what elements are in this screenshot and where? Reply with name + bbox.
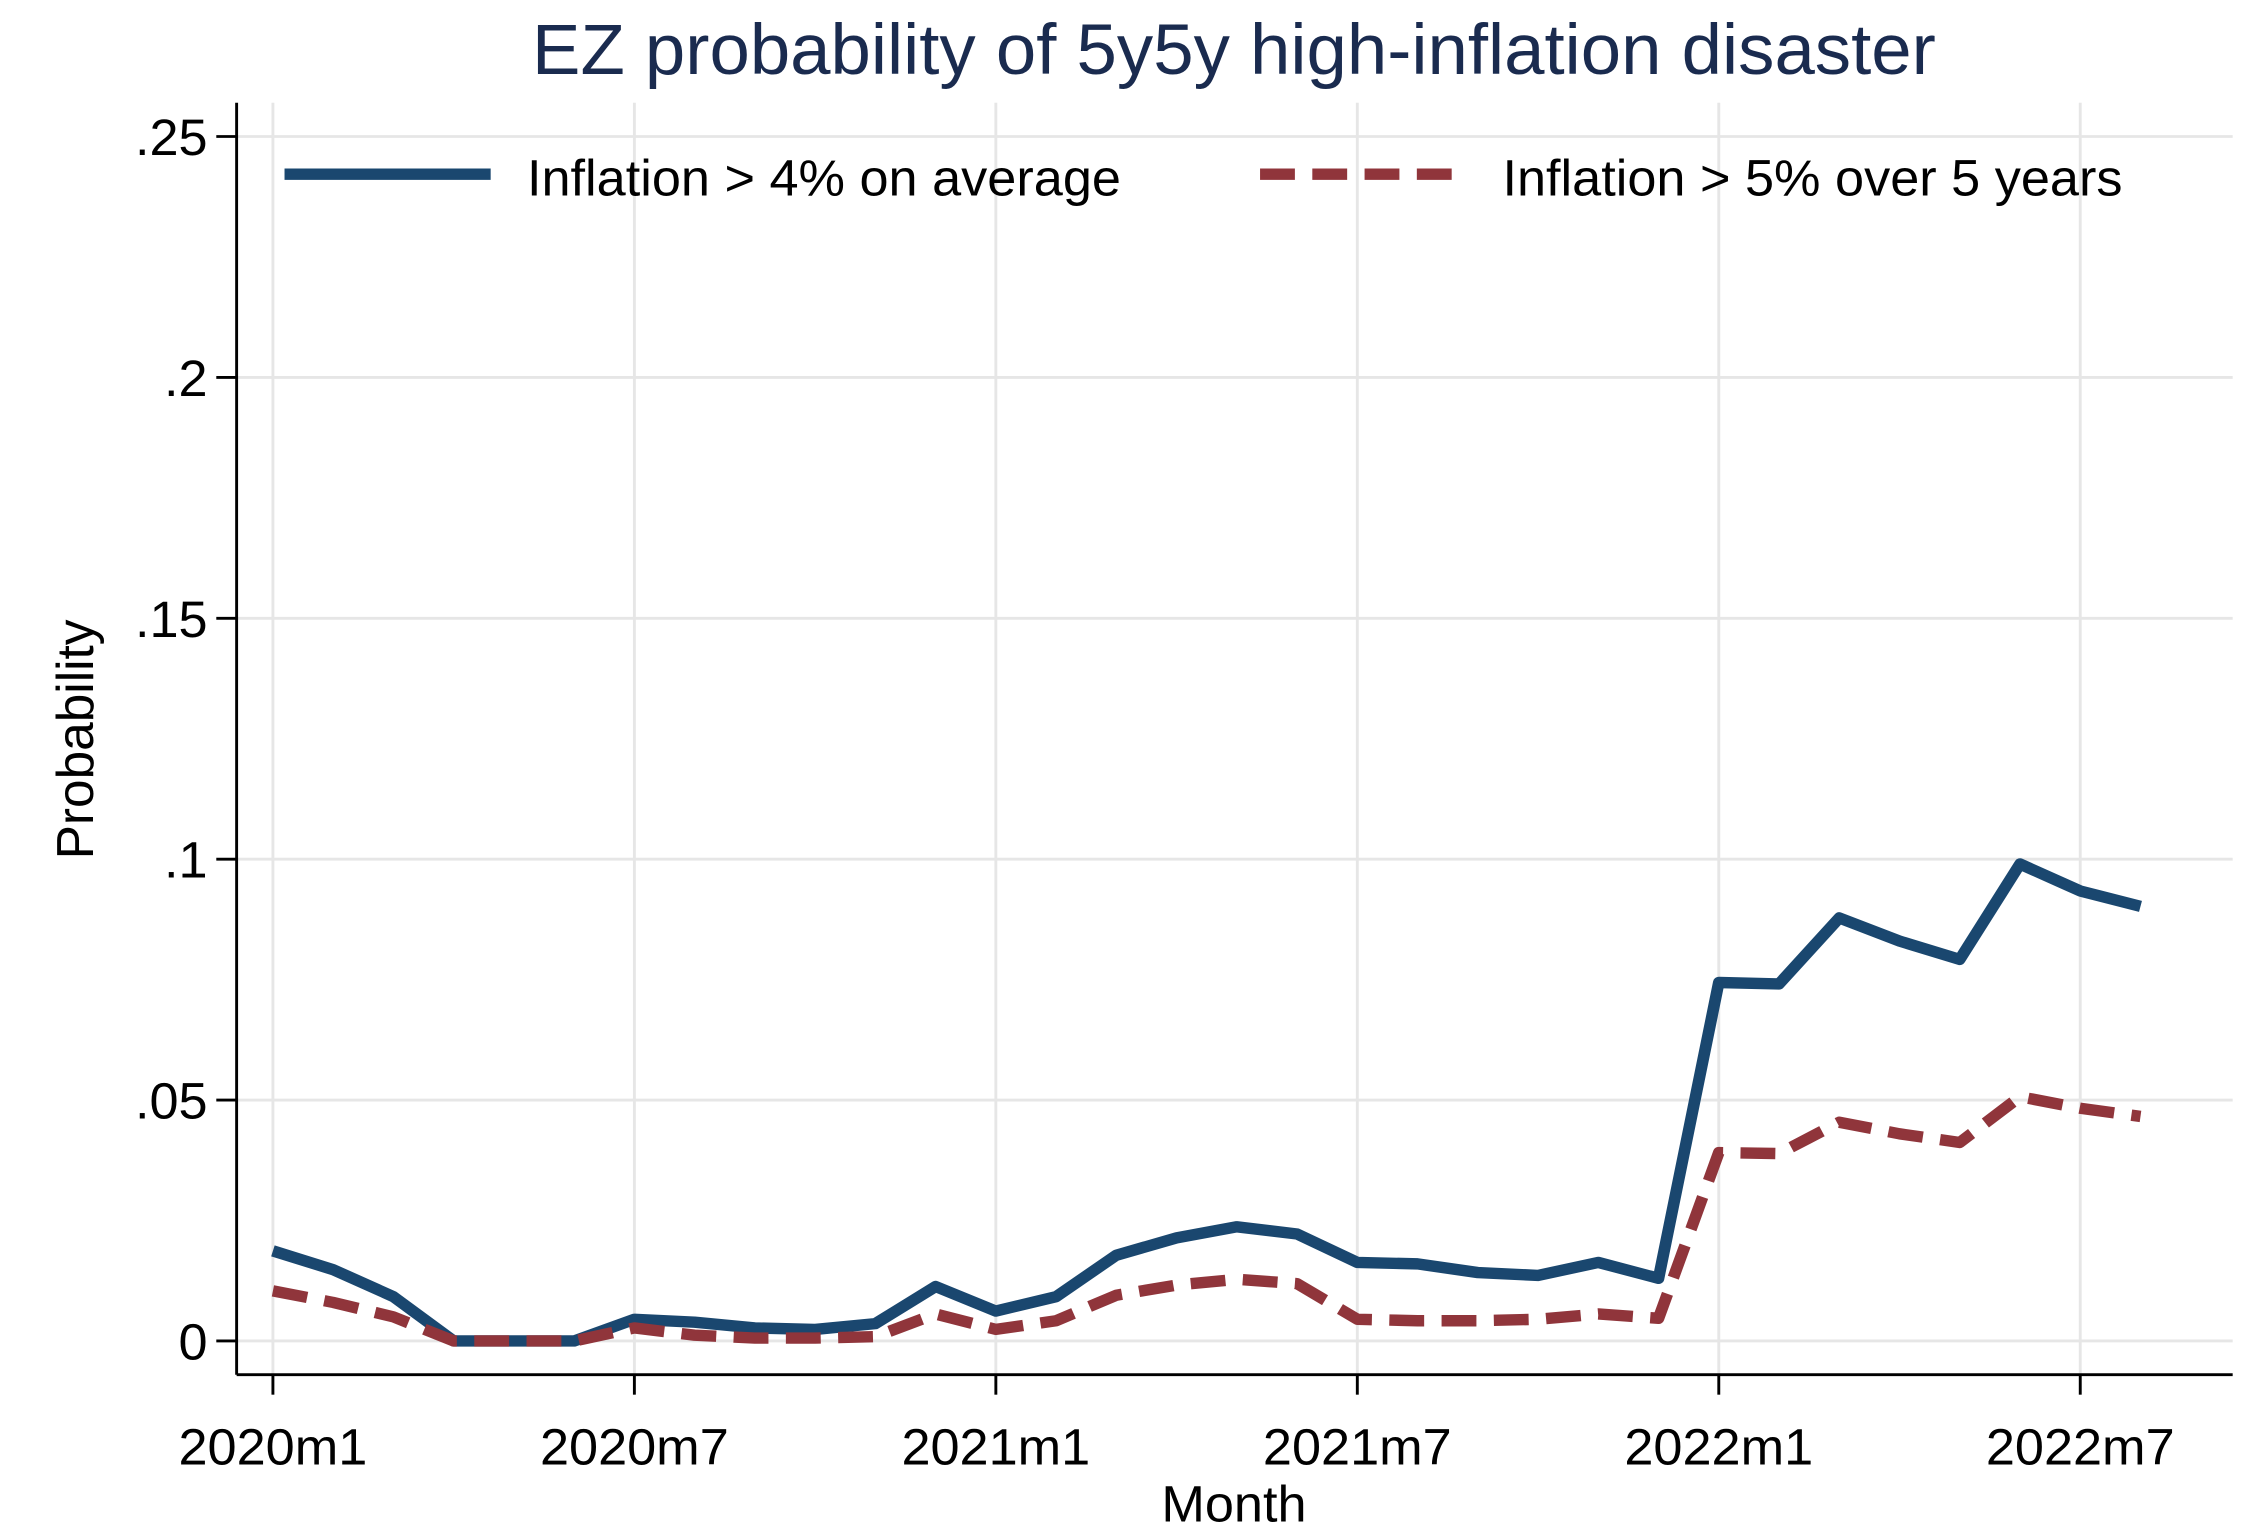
y-tick-label: .25 [135, 108, 208, 166]
x-tick-label: 2020m1 [179, 1418, 368, 1476]
x-tick-label: 2021m7 [1263, 1418, 1452, 1476]
legend-label: Inflation > 4% on average [527, 149, 1121, 207]
chart-title: EZ probability of 5y5y high-inflation di… [532, 11, 1936, 90]
y-tick-label: .05 [135, 1072, 208, 1130]
legend-label: Inflation > 5% over 5 years [1502, 149, 2122, 207]
x-tick-label: 2021m1 [901, 1418, 1090, 1476]
line-series [271, 1090, 2142, 1347]
y-tick-label: .2 [164, 349, 208, 407]
y-tick-label: .1 [164, 831, 208, 889]
y-tick-label: 0 [179, 1313, 208, 1371]
y-axis-label: Probability [46, 619, 104, 859]
x-tick-label: 2022m1 [1624, 1418, 1813, 1476]
y-tick-label: .15 [135, 590, 208, 648]
x-tick-label: 2020m7 [540, 1418, 729, 1476]
x-tick-label: 2022m7 [1986, 1418, 2175, 1476]
x-axis-label: Month [1161, 1475, 1306, 1533]
